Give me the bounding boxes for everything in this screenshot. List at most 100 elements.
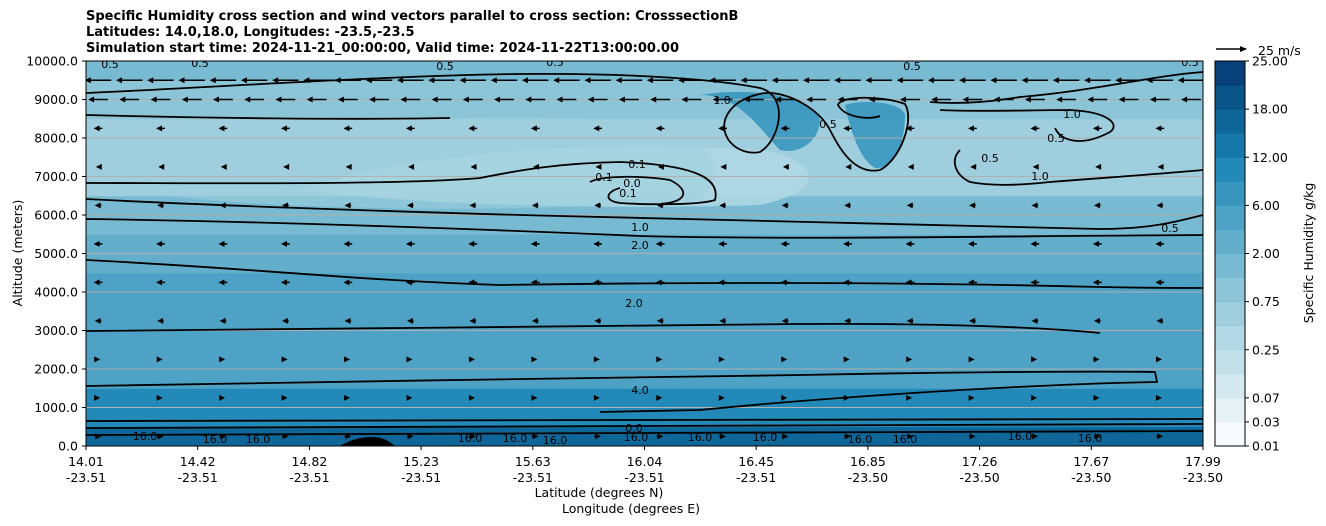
wind-arrow — [906, 433, 914, 440]
wind-arrow — [94, 394, 101, 401]
wind-arrow — [94, 356, 101, 363]
wind-arrow — [905, 125, 915, 132]
colorbar-tick-label: 6.00 — [1252, 198, 1280, 213]
wind-arrow — [86, 77, 112, 84]
contour-label: 16.0 — [893, 433, 918, 446]
wind-arrow — [397, 77, 424, 84]
humidity-band — [86, 272, 1203, 331]
x-axis-label-lon: Longitude (degrees E) — [562, 501, 700, 516]
wind-arrow — [469, 433, 477, 440]
humidity-band — [86, 61, 1203, 81]
wind-arrow — [709, 77, 736, 84]
wind-arrow — [406, 202, 414, 209]
contour-label: 1.0 — [1063, 108, 1081, 121]
wind-arrow — [469, 202, 477, 209]
wind-vectors — [86, 77, 1203, 440]
contour-label: 0.5 — [546, 56, 564, 69]
wind-arrow — [646, 77, 674, 84]
wind-arrow — [781, 394, 788, 401]
contour-line — [86, 161, 717, 206]
contour-label: 0.5 — [903, 60, 921, 73]
y-tick-label: 9000.0 — [34, 92, 78, 107]
contour-line — [86, 73, 910, 172]
wind-arrow — [553, 77, 580, 84]
wind-arrow — [157, 317, 164, 324]
moist-patch — [845, 102, 905, 169]
wind-arrow — [781, 317, 789, 324]
wind-arrow — [1084, 77, 1111, 84]
contour-label: 16.0 — [133, 430, 158, 443]
terrain-bump — [340, 437, 395, 446]
wind-arrow — [1095, 163, 1102, 170]
contour-label: 16.0 — [1078, 432, 1103, 445]
wind-arrow — [157, 433, 164, 440]
wind-arrow — [656, 202, 664, 209]
contour-line — [86, 430, 1203, 436]
wind-arrow — [490, 77, 518, 84]
wind-arrow — [587, 96, 608, 103]
wind-arrow — [1031, 317, 1039, 324]
wind-arrow — [843, 394, 850, 401]
wind-arrow — [1021, 77, 1049, 84]
contour-label: 4.0 — [631, 384, 649, 397]
wind-arrow — [718, 240, 727, 247]
colorbar-segment — [1215, 229, 1245, 254]
contour-line — [86, 198, 1203, 230]
wind-arrow — [782, 163, 789, 170]
colorbar-tick-label: 18.00 — [1252, 102, 1288, 117]
wind-arrow — [531, 394, 538, 401]
colorbar-segment — [1215, 301, 1245, 327]
x-tick-label-lat: 16.45 — [738, 454, 774, 469]
wind-arrow — [780, 240, 790, 247]
wind-arrow — [990, 77, 1017, 84]
wind-arrow — [719, 317, 726, 324]
wind-arrow — [896, 77, 924, 84]
contour-label: 0.1 — [628, 158, 646, 171]
wind-arrow — [712, 96, 733, 103]
wind-arrow — [719, 433, 726, 440]
contour-label: 2.0 — [631, 239, 649, 252]
y-tick-label: 2000.0 — [34, 362, 78, 377]
wind-arrow — [556, 96, 577, 103]
wind-arrow — [530, 240, 540, 247]
x-tick-label-lat: 14.42 — [180, 454, 216, 469]
wind-arrow — [156, 279, 165, 286]
wind-arrow — [1157, 163, 1164, 170]
wind-arrow — [220, 163, 227, 170]
wind-arrow — [650, 96, 671, 103]
wind-arrow — [531, 317, 539, 324]
wind-arrow — [343, 279, 353, 286]
wind-arrow — [1156, 202, 1164, 209]
wind-arrow — [844, 317, 851, 324]
wind-arrow — [531, 202, 539, 209]
contour-label: 16.0 — [246, 433, 271, 446]
wind-arrow — [968, 125, 977, 132]
wind-arrow — [780, 125, 790, 132]
wind-arrow — [219, 202, 227, 209]
wind-arrow — [156, 125, 165, 132]
colorbar-segment — [1215, 109, 1245, 134]
wind-arrow — [406, 356, 413, 363]
wind-arrow — [806, 96, 827, 103]
colorbar-segment — [1215, 349, 1245, 375]
wind-arrow — [844, 433, 851, 440]
wind-arrow — [968, 279, 977, 286]
wind-arrow — [178, 77, 205, 84]
wind-arrow — [656, 433, 664, 440]
wind-arrow — [1156, 317, 1164, 324]
wind-arrow — [275, 96, 296, 103]
wind-arrow — [803, 77, 830, 84]
wind-arrow — [931, 96, 952, 103]
colorbar-segment — [1215, 277, 1245, 303]
x-tick-label-lat: 15.23 — [403, 454, 439, 469]
wind-arrow — [593, 279, 603, 286]
contour-line — [939, 109, 1115, 142]
wind-arrow — [719, 202, 726, 209]
wind-arrow — [595, 163, 602, 170]
wind-arrow — [530, 125, 540, 132]
wind-arrow — [718, 125, 727, 132]
wind-arrow — [959, 77, 986, 84]
colorbar-segment — [1215, 397, 1245, 423]
wind-arrow — [781, 202, 789, 209]
colorbar-tick-label: 0.01 — [1252, 439, 1280, 454]
